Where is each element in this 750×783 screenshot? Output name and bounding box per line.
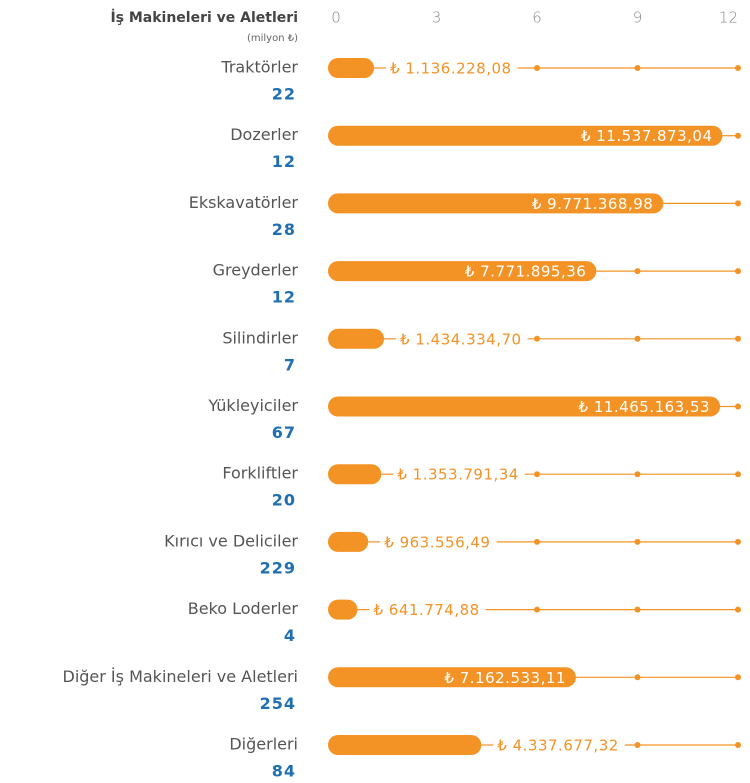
count-label: 4 [284, 626, 296, 645]
count-label: 254 [260, 694, 296, 713]
tick-dot [735, 335, 741, 342]
bar [328, 261, 597, 282]
category-label: Silindirler [222, 328, 298, 347]
tick-dot [735, 268, 741, 275]
value-label: ₺ 11.465.163,53 [579, 398, 711, 416]
tick-dot [735, 65, 741, 71]
tick-dot [634, 268, 641, 275]
value-label: ₺ 641.774,88 [373, 601, 479, 619]
tick-dot [634, 606, 641, 613]
tick-dot [534, 65, 540, 71]
bar [328, 531, 369, 552]
tick-dot [634, 65, 641, 71]
x-tick-label: 9 [633, 9, 643, 27]
value-label: ₺ 7.162.533,11 [444, 669, 566, 687]
tick-dot [534, 471, 540, 478]
tick-dot [534, 538, 540, 545]
category-label: Kırıcı ve Deliciler [164, 531, 298, 550]
category-label: Ekskavatörler [189, 193, 299, 212]
category-label: Beko Loderler [188, 599, 299, 618]
count-label: 12 [272, 152, 296, 171]
value-label: ₺ 7.771.895,36 [465, 263, 587, 281]
count-label: 67 [272, 423, 296, 442]
category-label: Traktörler [220, 58, 298, 77]
tick-dot [735, 132, 741, 139]
tick-dot [534, 606, 540, 613]
tick-dot [634, 471, 641, 478]
tick-dot [735, 742, 741, 748]
category-label: Dozerler [230, 125, 298, 144]
tick-dot [735, 674, 741, 681]
x-tick-label: 6 [532, 9, 542, 27]
bar [328, 125, 723, 146]
value-label: ₺ 1.434.334,70 [400, 330, 522, 348]
value-label: ₺ 1.136.228,08 [390, 60, 512, 78]
chart-title: İş Makineleri ve Aletleri [110, 9, 298, 26]
value-label: ₺ 11.537.873,04 [581, 127, 713, 145]
value-label: ₺ 1.353.791,34 [397, 466, 519, 484]
x-tick-label: 12 [719, 9, 738, 27]
tick-dot [634, 742, 641, 748]
category-label: Forkliftler [222, 464, 298, 483]
category-label: Diğer İş Makineleri ve Aletleri [63, 667, 299, 686]
tick-dot [634, 335, 641, 342]
value-label: ₺ 963.556,49 [384, 533, 490, 551]
tick-dot [735, 200, 741, 207]
category-label: Greyderler [213, 261, 299, 280]
bar [328, 58, 375, 78]
count-label: 84 [272, 762, 296, 781]
tick-dot [735, 538, 741, 545]
count-label: 12 [272, 288, 296, 307]
category-label: Yükleyiciler [207, 396, 298, 415]
count-label: 22 [272, 85, 296, 104]
x-tick-label: 3 [432, 9, 442, 27]
bar [328, 464, 382, 485]
tick-dot [735, 403, 741, 410]
bar [328, 667, 576, 688]
tick-dot [735, 471, 741, 478]
category-label: Diğerleri [229, 735, 298, 754]
bar [328, 599, 358, 620]
value-label: ₺ 4.337.677,32 [497, 737, 619, 755]
tick-dot [634, 538, 641, 545]
bar [328, 328, 385, 349]
count-label: 229 [260, 558, 296, 577]
bar [328, 193, 664, 214]
count-label: 7 [284, 355, 296, 374]
count-label: 28 [272, 220, 296, 239]
value-label: ₺ 9.771.368,98 [532, 195, 654, 213]
bar [328, 735, 482, 755]
tick-dot [735, 606, 741, 613]
count-label: 20 [272, 491, 296, 510]
bar [328, 396, 721, 417]
x-tick-label: 0 [331, 9, 341, 27]
tick-dot [534, 335, 540, 342]
tick-dot [634, 674, 641, 681]
chart-subtitle: (milyon ₺) [247, 33, 298, 44]
